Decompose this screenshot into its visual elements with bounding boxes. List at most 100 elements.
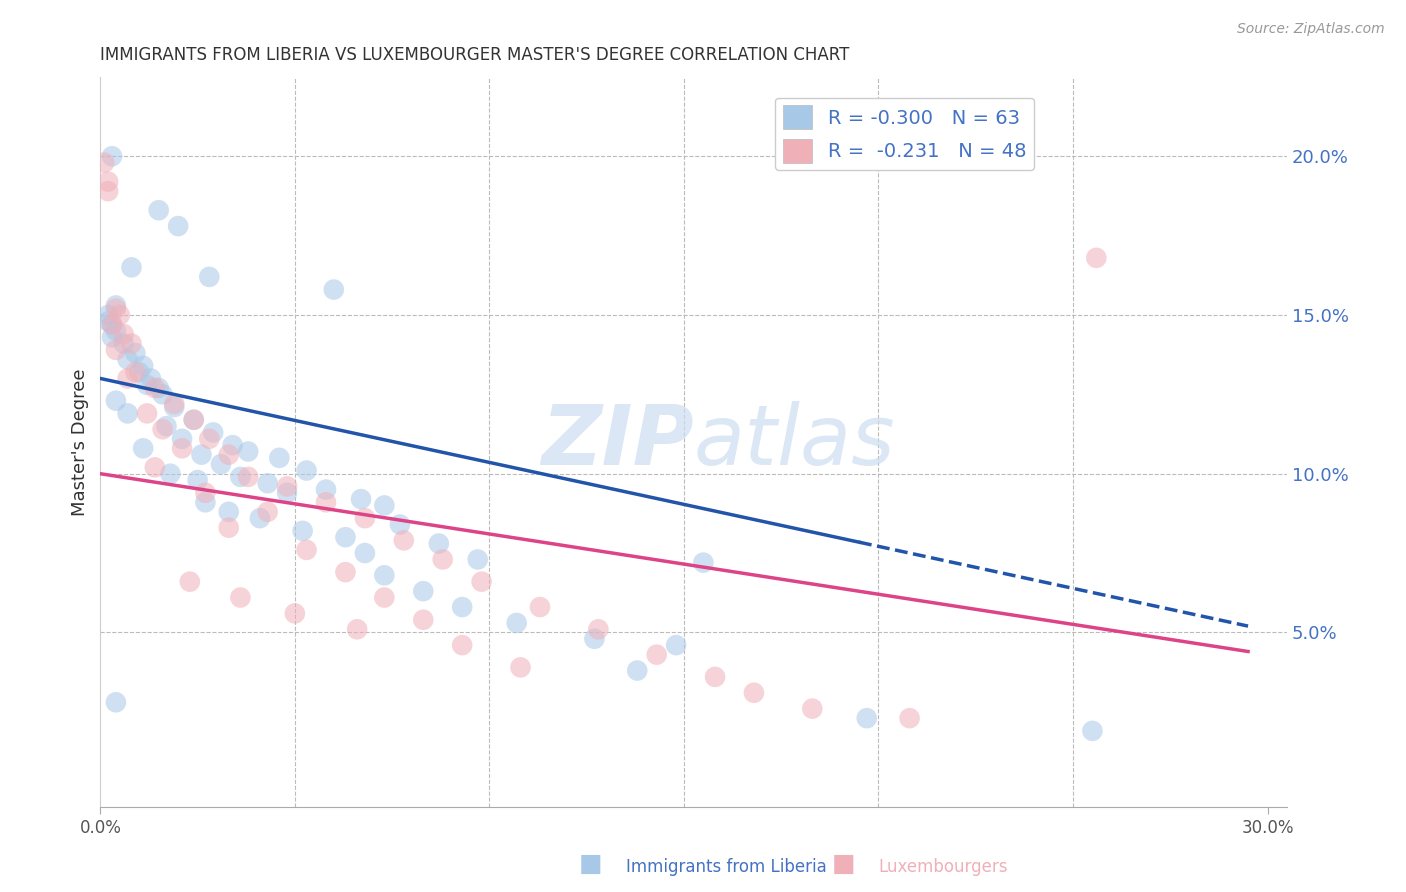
Point: [256, 476, 278, 491]
Point: [427, 536, 450, 550]
Point: [136, 406, 159, 420]
Point: [93, 155, 115, 169]
Point: [117, 406, 139, 420]
Text: ■: ■: [579, 852, 602, 876]
Point: [117, 371, 139, 385]
Point: [467, 552, 489, 566]
Point: [179, 574, 201, 589]
Point: [801, 701, 824, 715]
Legend: R = -0.300   N = 63, R =  -0.231   N = 48: R = -0.300 N = 63, R = -0.231 N = 48: [775, 97, 1033, 170]
Point: [256, 505, 278, 519]
Point: [121, 336, 143, 351]
Point: [276, 479, 298, 493]
Point: [218, 521, 240, 535]
Point: [412, 584, 434, 599]
Point: [238, 444, 260, 458]
Point: [112, 336, 135, 351]
Point: [194, 485, 217, 500]
Point: [97, 314, 120, 328]
Point: [97, 308, 120, 322]
Point: [132, 359, 155, 373]
Text: ■: ■: [832, 852, 855, 876]
Point: [742, 686, 765, 700]
Y-axis label: Master's Degree: Master's Degree: [72, 368, 89, 516]
Point: [373, 591, 395, 605]
Point: [335, 530, 357, 544]
Point: [202, 425, 225, 440]
Point: [209, 457, 232, 471]
Point: [221, 438, 243, 452]
Point: [97, 184, 120, 198]
Point: [148, 381, 170, 395]
Point: [101, 149, 124, 163]
Point: [198, 432, 221, 446]
Point: [218, 505, 240, 519]
Point: [238, 470, 260, 484]
Point: [471, 574, 494, 589]
Point: [121, 260, 143, 275]
Point: [104, 301, 127, 316]
Point: [322, 283, 344, 297]
Point: [170, 442, 193, 456]
Point: [101, 318, 124, 332]
Point: [187, 473, 209, 487]
Point: [509, 660, 531, 674]
Point: [104, 343, 127, 357]
Text: Luxembourgers: Luxembourgers: [879, 858, 1008, 876]
Point: [665, 638, 688, 652]
Point: [1081, 723, 1104, 738]
Point: [97, 175, 120, 189]
Point: [104, 393, 127, 408]
Point: [229, 591, 252, 605]
Point: [101, 330, 124, 344]
Point: [163, 400, 186, 414]
Point: [198, 269, 221, 284]
Point: [104, 695, 127, 709]
Point: [373, 499, 395, 513]
Point: [163, 397, 186, 411]
Point: [392, 533, 415, 548]
Point: [432, 552, 454, 566]
Point: [170, 432, 193, 446]
Point: [276, 485, 298, 500]
Point: [152, 387, 174, 401]
Point: [143, 460, 166, 475]
Point: [183, 413, 205, 427]
Text: IMMIGRANTS FROM LIBERIA VS LUXEMBOURGER MASTER'S DEGREE CORRELATION CHART: IMMIGRANTS FROM LIBERIA VS LUXEMBOURGER …: [100, 46, 849, 64]
Point: [373, 568, 395, 582]
Point: [167, 219, 190, 233]
Point: [295, 542, 318, 557]
Point: [645, 648, 668, 662]
Point: [626, 664, 648, 678]
Point: [101, 318, 124, 332]
Point: [588, 622, 610, 636]
Point: [155, 419, 177, 434]
Point: [451, 638, 474, 652]
Point: [583, 632, 606, 646]
Point: [412, 613, 434, 627]
Point: [295, 464, 318, 478]
Point: [124, 365, 146, 379]
Point: [346, 622, 368, 636]
Text: Source: ZipAtlas.com: Source: ZipAtlas.com: [1237, 22, 1385, 37]
Point: [159, 467, 181, 481]
Point: [350, 492, 373, 507]
Point: [315, 483, 337, 497]
Point: [218, 448, 240, 462]
Point: [136, 377, 159, 392]
Point: [152, 422, 174, 436]
Point: [143, 381, 166, 395]
Point: [128, 365, 150, 379]
Point: [117, 352, 139, 367]
Point: [451, 600, 474, 615]
Point: [692, 556, 714, 570]
Point: [104, 298, 127, 312]
Point: [354, 511, 377, 525]
Text: Immigrants from Liberia: Immigrants from Liberia: [626, 858, 827, 876]
Text: ZIP: ZIP: [541, 401, 693, 483]
Point: [898, 711, 921, 725]
Point: [1085, 251, 1108, 265]
Point: [284, 607, 307, 621]
Point: [315, 495, 337, 509]
Point: [354, 546, 377, 560]
